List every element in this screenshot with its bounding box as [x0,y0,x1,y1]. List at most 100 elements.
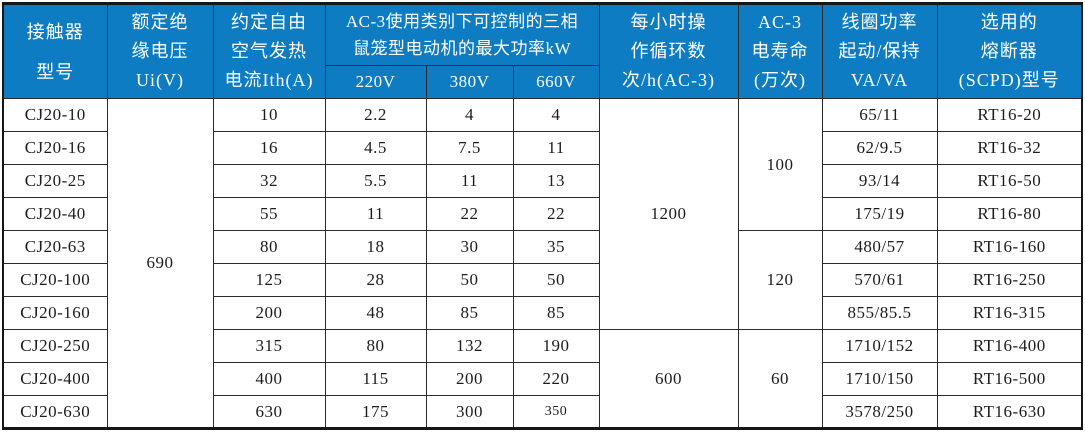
life-merged-cell-100: 100 [737,98,823,231]
text-line: (万次) [754,70,807,90]
text-line: 缘电压 [131,41,189,61]
text-line: 作循环数 [630,41,707,61]
kw220-cell: 4.5 [324,131,427,165]
header-contactor-model: 接触器 型号 [2,3,108,99]
model-cell: CJ20-25 [2,164,108,198]
kw380-cell: 11 [425,164,514,198]
table-row: CJ20-16 16 4.5 7.5 11 62/9.5 RT16-32 [2,131,1083,165]
text-line: AC-3 [758,12,803,32]
kw660-cell: 22 [512,197,600,231]
coil-cell: 1710/152 [821,329,938,363]
fuse-cell: RT16-250 [936,263,1083,297]
header-cycles-per-hour: 每小时操 作循环数 次/h(AC-3) [598,3,739,99]
kw380-cell: 200 [425,362,514,396]
text-line: 每小时操 [630,12,707,32]
kw660-cell: 35 [512,230,600,264]
header-row-sub: 220V 380V 660V [3,65,1082,99]
fuse-cell: RT16-500 [936,362,1083,396]
kw660-cell: 220 [512,362,600,396]
coil-cell: 175/19 [821,197,938,231]
kw660-cell: 13 [512,164,600,198]
model-cell: CJ20-630 [2,395,108,429]
kw660-cell: 350 [512,395,600,429]
kw220-cell: 18 [324,230,427,264]
fuse-cell: RT16-80 [936,197,1083,231]
header-electrical-life: AC-3 电寿命 (万次) [737,3,823,99]
coil-cell: 570/61 [821,263,938,297]
fuse-cell: RT16-315 [936,296,1083,330]
header-fuse-type: 选用的 熔断器 (SCPD)型号 [936,3,1083,99]
cycles-merged-cell-600: 600 [598,329,739,429]
life-merged-cell-120: 120 [737,230,823,330]
text-line: 电流Ith(A) [224,70,314,90]
kw220-cell: 5.5 [324,164,427,198]
ith-cell: 630 [212,395,326,429]
ith-cell: 16 [212,131,326,165]
model-cell: CJ20-100 [2,263,108,297]
text-line: AC-3使用类别下可控制的三相 [345,12,579,31]
text-line: 起动/保持 [838,41,921,61]
header-max-power-group: AC-3使用类别下可控制的三相 鼠笼型电动机的最大功率kW [324,3,600,66]
table-row: CJ20-250 315 80 132 190 600 60 1710/152 … [2,329,1083,429]
coil-cell: 480/57 [821,230,938,264]
table-row: CJ20-630 630 175 300 350 3578/250 RT16-6… [2,395,1083,429]
kw380-cell: 22 [425,197,514,231]
ith-cell: 10 [212,98,326,132]
table-row: CJ20-400 400 115 200 220 1710/150 RT16-5… [2,362,1083,396]
kw220-cell: 175 [324,395,427,429]
ith-cell: 400 [212,362,326,396]
kw380-cell: 4 [425,98,514,132]
table-row: CJ20-10 690 10 2.2 4 4 1200 100 65/11 RT… [2,98,1083,429]
header-coil-power: 线圈功率 起动/保持 VA/VA [821,3,938,99]
text-line: VA/VA [850,70,909,90]
header-thermal-current: 约定自由 空气发热 电流Ith(A) [212,3,326,99]
kw380-cell: 85 [425,296,514,330]
table-row: CJ20-100 125 28 50 50 570/61 RT16-250 [2,263,1083,297]
kw380-cell: 7.5 [425,131,514,165]
fuse-cell: RT16-32 [936,131,1083,165]
coil-cell: 1710/150 [821,362,938,396]
kw220-cell: 48 [324,296,427,330]
table-header: 接触器 型号 额定绝 缘电压 Ui(V) 约定自由 空气发热 电流Ith(A) … [2,3,1083,99]
coil-cell: 65/11 [821,98,938,132]
table-row: CJ20-40 55 11 22 22 175/19 RT16-80 [2,197,1083,231]
kw660-cell: 4 [512,98,600,132]
kw220-cell: 2.2 [324,98,427,132]
kw220-cell: 115 [324,362,427,396]
ith-cell: 80 [212,230,326,264]
ith-cell: 125 [212,263,326,297]
kw660-cell: 85 [512,296,600,330]
coil-cell: 62/9.5 [821,131,938,165]
kw660-cell: 11 [512,131,600,165]
header-380v: 380V [425,65,514,99]
header-220v: 220V [324,65,427,99]
life-merged-cell-60: 60 [737,329,823,429]
model-cell: CJ20-160 [2,296,108,330]
text-line: 电寿命 [751,41,809,61]
coil-cell: 93/14 [821,164,938,198]
kw220-cell: 11 [324,197,427,231]
text-line: Ui(V) [136,70,184,90]
fuse-cell: RT16-400 [936,329,1083,363]
model-cell: CJ20-250 [2,329,108,363]
kw220-cell: 80 [324,329,427,363]
coil-cell: 855/85.5 [821,296,938,330]
fuse-cell: RT16-50 [936,164,1083,198]
model-cell: CJ20-16 [2,131,108,165]
ith-cell: 200 [212,296,326,330]
header-660v: 660V [512,65,600,99]
fuse-cell: RT16-630 [936,395,1083,429]
text-line: 接触器 [26,21,84,42]
fuse-cell: RT16-160 [936,230,1083,264]
model-cell: CJ20-10 [2,98,108,132]
ith-cell: 32 [212,164,326,198]
kw380-cell: 50 [425,263,514,297]
text-line: 次/h(AC-3) [622,70,716,90]
kw660-cell: 50 [512,263,600,297]
header-row-group: 接触器 型号 额定绝 缘电压 Ui(V) 约定自由 空气发热 电流Ith(A) … [2,3,1083,99]
coil-cell: 3578/250 [821,395,938,429]
kw380-cell: 132 [425,329,514,363]
fuse-cell: RT16-20 [936,98,1083,132]
text-line: 额定绝 [131,12,189,32]
kw660-cell: 190 [512,329,600,363]
